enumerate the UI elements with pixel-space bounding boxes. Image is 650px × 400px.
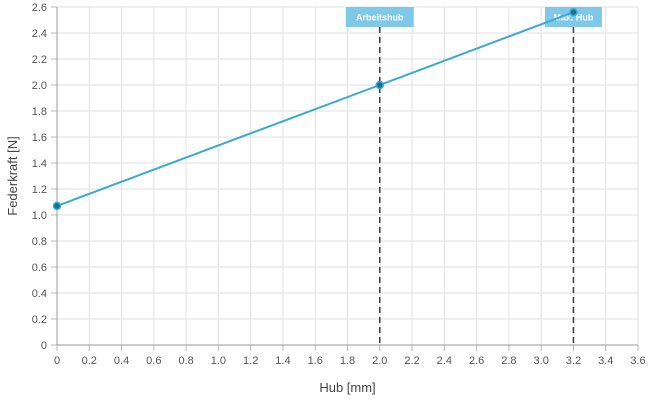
x-tick-label: 2.6 <box>469 355 484 367</box>
y-tick-label: 2.0 <box>32 80 47 92</box>
x-tick-label: 0.8 <box>178 355 193 367</box>
y-axis-title: Federkraft [N] <box>5 136 20 215</box>
series <box>52 7 578 211</box>
x-tick-label: 3.0 <box>534 355 549 367</box>
y-tick-label: 1.0 <box>32 210 47 222</box>
x-axis-title: Hub [mm] <box>319 380 375 395</box>
x-tick-labels: 0 0.2 0.4 0.6 0.8 1.0 1.2 1.4 1.6 1.8 2.0 2.2 2.4 2.6… <box>54 355 646 367</box>
x-tick-label: 1.0 <box>211 355 226 367</box>
y-tick-labels: 0 0.2 0.4 0.6 0.8 1.0 1.2 1.4 1.6 1.8 2.0 2.2 2.4 2.6 <box>32 2 47 352</box>
annotation-label-box <box>345 7 414 27</box>
annotations: Arbeitshub Max. Hub <box>345 7 602 345</box>
x-tick-label: 0.6 <box>146 355 161 367</box>
axes <box>51 6 639 351</box>
x-tick-label: 0.4 <box>114 355 129 367</box>
x-tick-label: 1.2 <box>243 355 258 367</box>
y-tick-label: 2.6 <box>32 2 47 14</box>
x-tick-label: 2.8 <box>501 355 516 367</box>
y-tick-label: 1.8 <box>32 106 47 118</box>
y-tick-label: 2.4 <box>32 28 47 40</box>
annotation-label: Max. Hub <box>553 13 594 23</box>
y-tick-label: 0.6 <box>32 262 47 274</box>
x-tick-label: 2.2 <box>404 355 419 367</box>
data-point <box>569 7 578 17</box>
y-tick-label: 1.2 <box>32 184 47 196</box>
x-tick-label: 3.2 <box>566 355 581 367</box>
y-tick-label: 0.4 <box>32 288 47 300</box>
y-tick-label: 1.6 <box>32 132 47 144</box>
x-tick-label: 1.6 <box>308 355 323 367</box>
y-tick-label: 0.2 <box>32 314 47 326</box>
y-tick-label: 1.4 <box>32 158 47 170</box>
y-tick-label: 0 <box>41 340 47 352</box>
x-tick-label: 3.6 <box>630 355 645 367</box>
annotation-label-box <box>545 7 602 27</box>
x-tick-label: 3.4 <box>598 355 613 367</box>
x-tick-label: 2.4 <box>437 355 452 367</box>
annotation-label: Arbeitshub <box>356 13 404 23</box>
data-point <box>375 80 385 90</box>
y-tick-label: 0.8 <box>32 236 47 248</box>
x-tick-label: 0 <box>54 355 60 367</box>
x-tick-label: 1.4 <box>275 355 290 367</box>
y-tick-label: 2.2 <box>32 54 47 66</box>
data-point <box>52 201 62 211</box>
x-tick-label: 0.2 <box>82 355 97 367</box>
x-tick-label: 2.0 <box>372 355 387 367</box>
grid <box>56 6 639 346</box>
x-tick-label: 1.8 <box>340 355 355 367</box>
